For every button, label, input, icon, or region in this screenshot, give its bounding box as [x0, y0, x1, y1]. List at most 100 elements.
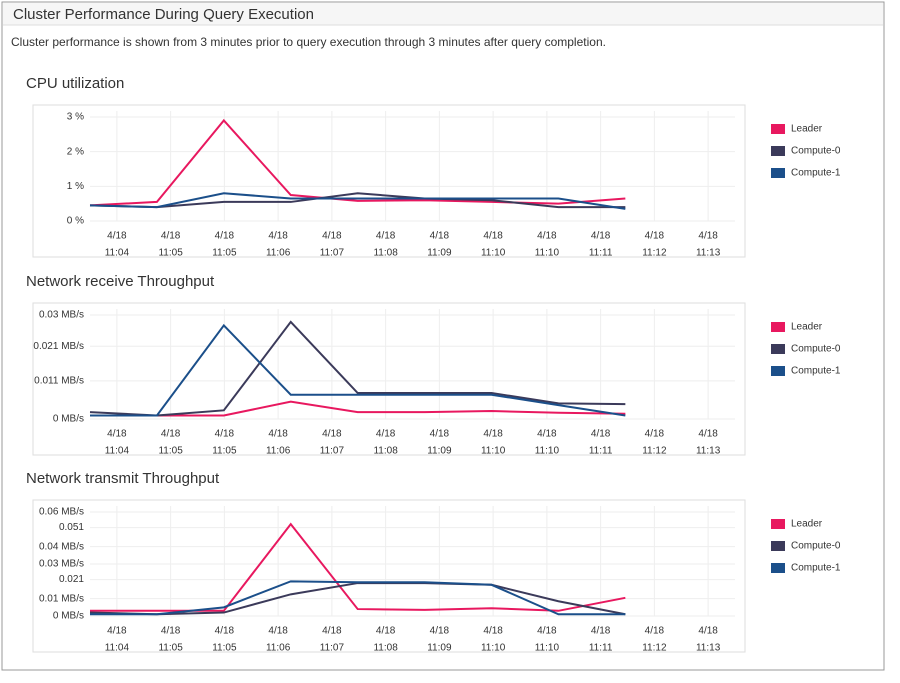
legend-label: Compute-1 [791, 168, 841, 179]
x-tick-label: 11:09 [427, 643, 452, 654]
x-tick-label: 11:10 [481, 248, 506, 259]
legend-label: Compute-0 [791, 344, 841, 355]
x-tick-label: 4/18 [645, 429, 665, 440]
x-tick-label: 11:08 [373, 643, 398, 654]
x-tick-label: 11:11 [589, 446, 613, 457]
series-line [90, 323, 626, 417]
x-tick-label: 4/18 [430, 429, 450, 440]
x-tick-label: 11:04 [105, 446, 130, 457]
x-tick-label: 4/18 [322, 231, 342, 242]
y-tick-label: 0.01 MB/s [39, 593, 84, 604]
y-tick-label: 0.06 MB/s [39, 507, 84, 518]
x-tick-label: 4/18 [322, 626, 342, 637]
x-tick-label: 11:05 [158, 248, 183, 259]
x-tick-label: 4/18 [591, 626, 611, 637]
x-tick-label: 11:12 [642, 248, 667, 259]
x-tick-label: 11:05 [158, 446, 183, 457]
legend-label: Compute-0 [791, 146, 841, 157]
x-tick-label: 4/18 [107, 626, 127, 637]
legend-label: Compute-1 [791, 563, 841, 574]
y-tick-label: 0.03 MB/s [39, 559, 84, 570]
x-tick-label: 4/18 [107, 231, 127, 242]
x-tick-label: 11:10 [535, 446, 560, 457]
legend-label: Leader [791, 322, 823, 333]
x-tick-label: 4/18 [215, 429, 235, 440]
x-tick-label: 4/18 [376, 231, 396, 242]
legend-swatch [771, 344, 785, 354]
x-tick-label: 11:07 [320, 643, 345, 654]
legend-label: Compute-0 [791, 541, 841, 552]
y-tick-label: 0 % [67, 216, 84, 227]
y-tick-label: 0.03 MB/s [39, 310, 84, 321]
x-tick-label: 4/18 [483, 626, 503, 637]
x-tick-label: 4/18 [322, 429, 342, 440]
x-tick-label: 11:10 [481, 446, 506, 457]
x-tick-label: 4/18 [161, 231, 181, 242]
series-line [90, 522, 626, 612]
x-tick-label: 11:07 [320, 446, 345, 457]
y-tick-label: 0.051 [59, 522, 84, 533]
plot-box [32, 104, 746, 258]
header-bar [3, 3, 883, 25]
x-tick-label: 4/18 [430, 231, 450, 242]
x-tick-label: 4/18 [430, 626, 450, 637]
x-tick-label: 4/18 [268, 231, 288, 242]
series-line [89, 118, 626, 207]
x-tick-label: 4/18 [537, 626, 557, 637]
legend-swatch [771, 322, 785, 332]
x-tick-label: 4/18 [483, 429, 503, 440]
x-tick-label: 11:06 [266, 248, 291, 259]
x-tick-label: 11:04 [105, 643, 130, 654]
x-tick-label: 4/18 [698, 626, 718, 637]
y-tick-label: 1 % [67, 181, 84, 192]
x-tick-label: 11:08 [373, 446, 398, 457]
x-tick-label: 11:05 [158, 643, 183, 654]
chart-title: Network receive Throughput [26, 273, 215, 290]
legend-label: Compute-1 [791, 366, 841, 377]
x-tick-label: 11:06 [266, 643, 291, 654]
x-tick-label: 4/18 [161, 626, 181, 637]
legend-swatch [771, 519, 785, 529]
x-tick-label: 11:11 [589, 643, 613, 654]
x-tick-label: 11:10 [481, 643, 506, 654]
x-tick-label: 11:07 [320, 248, 345, 259]
y-tick-label: 2 % [67, 146, 84, 157]
x-tick-label: 4/18 [645, 626, 665, 637]
header-title: Cluster Performance During Query Executi… [13, 6, 314, 23]
x-tick-label: 4/18 [376, 626, 396, 637]
legend-swatch [771, 168, 785, 178]
x-tick-label: 4/18 [537, 231, 557, 242]
x-tick-label: 11:10 [535, 643, 560, 654]
x-tick-label: 4/18 [537, 429, 557, 440]
x-tick-label: 4/18 [161, 429, 181, 440]
y-tick-label: 0 MB/s [53, 414, 84, 425]
x-tick-label: 11:11 [589, 248, 613, 259]
x-tick-label: 4/18 [645, 231, 665, 242]
y-tick-label: 3 % [67, 112, 84, 123]
x-tick-label: 11:06 [266, 446, 291, 457]
x-tick-label: 11:05 [212, 643, 237, 654]
x-tick-label: 4/18 [591, 429, 611, 440]
chart-title: CPU utilization [26, 75, 124, 92]
x-tick-label: 11:04 [105, 248, 130, 259]
chart-title: Network transmit Throughput [26, 470, 220, 487]
y-tick-label: 0.021 MB/s [33, 341, 84, 352]
legend-swatch [771, 541, 785, 551]
series-line [89, 320, 626, 417]
plot-box [32, 302, 746, 456]
series-line [90, 580, 626, 616]
legend-swatch [771, 146, 785, 156]
description: Cluster performance is shown from 3 minu… [11, 35, 606, 49]
x-tick-label: 4/18 [376, 429, 396, 440]
legend-swatch [771, 124, 785, 134]
y-tick-label: 0.04 MB/s [39, 541, 84, 552]
legend-swatch [771, 366, 785, 376]
legend-label: Leader [791, 519, 823, 530]
x-tick-label: 11:05 [212, 446, 237, 457]
x-tick-label: 4/18 [107, 429, 127, 440]
y-tick-label: 0 MB/s [53, 611, 84, 622]
series-line [89, 192, 626, 209]
x-tick-label: 11:13 [696, 446, 721, 457]
x-tick-label: 11:08 [373, 248, 398, 259]
